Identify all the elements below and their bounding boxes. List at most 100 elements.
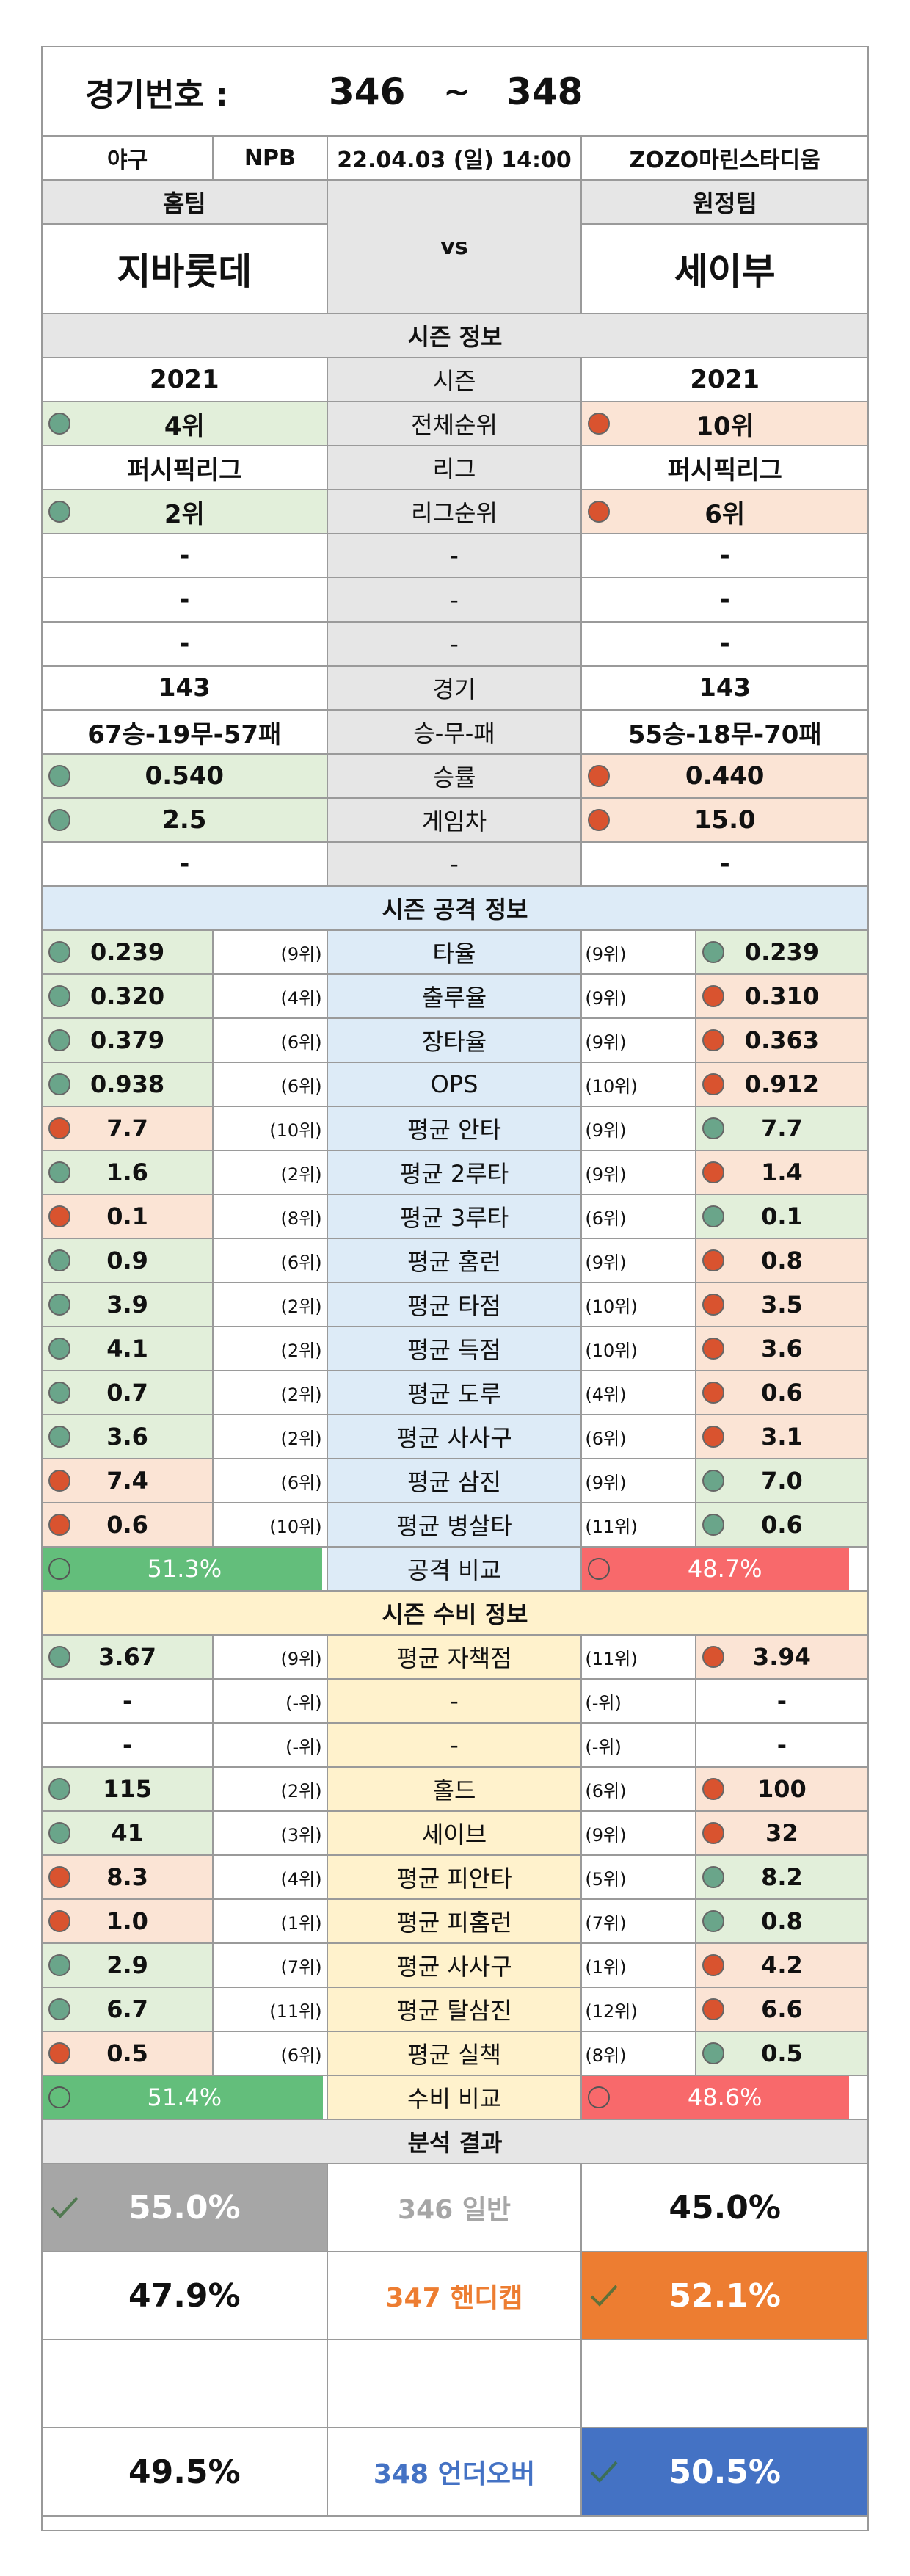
home-value: 0.379 [43,1019,214,1062]
away-value: 15.0 [582,799,867,841]
away-value-text: - [719,585,730,614]
away-rank: (6위) [582,1415,696,1458]
away-value-text: 1.4 [761,1158,803,1186]
stat-label: 평균 병살타 [327,1503,583,1546]
analysis-sheet: 경기번호 : 346 ~ 348 야구 NPB 22.04.03 (일) 14:… [41,46,869,2531]
away-value: 0.440 [582,755,867,797]
home-rank: (9위) [214,931,328,973]
away-rank: (6위) [582,1195,696,1238]
advantage-dot-icon [48,1954,70,1976]
home-rank: (10위) [214,1107,328,1150]
home-value-text: 2.5 [162,805,207,835]
away-compare-bar [582,1548,850,1590]
away-value-text: 퍼시픽리그 [667,455,782,485]
season-row: 143 경기 143 [43,667,867,711]
away-rank: (5위) [582,1856,696,1898]
away-rank: (10위) [582,1283,696,1326]
disadvantage-dot-icon [702,1161,724,1183]
stat-label: - [327,843,583,885]
defense-row: 1.0 (1위) 평균 피홈런 (7위) 0.8 [43,1900,867,1944]
home-value: 0.6 [43,1503,214,1546]
home-rank: (2위) [214,1768,328,1810]
away-value-text: - [719,629,730,658]
advantage-dot-icon [48,413,70,435]
away-value: - [582,578,867,621]
away-value-text: 6.6 [761,1995,803,2023]
away-rank: (6위) [582,1768,696,1810]
section-title: 분석 결과 [407,2129,503,2157]
attack-row: 3.9 (2위) 평균 타점 (10위) 3.5 [43,1283,867,1327]
home-rank: (2위) [214,1415,328,1458]
home-value: 2위 [43,490,328,533]
away-value: 3.5 [696,1283,867,1326]
away-compare-pct: 48.7% [687,1555,762,1583]
away-probability: 45.0% [582,2164,867,2251]
stat-label: - [327,1724,583,1766]
attack-row: 7.4 (6위) 평균 삼진 (9위) 7.0 [43,1459,867,1503]
home-value: 0.540 [43,755,328,797]
away-value: 3.94 [696,1636,867,1678]
home-rank: (-위) [214,1724,328,1766]
stat-label: 세이브 [327,1812,583,1854]
away-rank: (9위) [582,1459,696,1502]
away-team-name: 세이부 [674,250,776,293]
stat-label: 출루율 [327,975,583,1017]
home-value: - [43,623,328,665]
compare-label: 공격 비교 [327,1548,583,1590]
away-rank: (11위) [582,1503,696,1546]
away-probability: 50.5% [582,2428,867,2515]
home-value-text: 0.5 [106,2039,148,2067]
disadvantage-dot-icon [702,1382,724,1404]
away-rank: (10위) [582,1327,696,1370]
home-value: 3.67 [43,1636,214,1678]
away-rank: (9위) [582,1239,696,1282]
home-probability: 47.9% [43,2252,328,2339]
home-value-text: 41 [111,1819,144,1847]
home-value-text: 0.239 [90,938,165,966]
home-value: 0.5 [43,2032,214,2075]
disadvantage-dot-icon [702,1294,724,1316]
analysis-general-row: 55.0% 346 일반 45.0% [43,2164,867,2252]
advantage-dot-icon [702,1117,724,1139]
attack-row: 0.1 (8위) 평균 3루타 (6위) 0.1 [43,1195,867,1239]
bet-type-label: 346 일반 [328,2164,583,2251]
stat-label: 평균 득점 [327,1327,583,1370]
away-value-text: 0.363 [744,1026,820,1054]
advantage-dot-icon [48,941,70,963]
home-value-text: 4위 [164,411,205,441]
home-value-text: 0.938 [90,1070,165,1098]
away-value: 100 [696,1768,867,1810]
away-value: 0.6 [696,1371,867,1414]
compare-label: 수비 비교 [327,2076,583,2119]
bet-type-label: 347 핸디캡 [328,2252,583,2339]
home-team-name: 지바롯데 [117,250,252,293]
season-row: 0.540 승률 0.440 [43,755,867,799]
attack-row: 0.7 (2위) 평균 도루 (4위) 0.6 [43,1371,867,1415]
away-value-text: 55승-18무-70패 [627,719,822,750]
away-rank: (1위) [582,1944,696,1987]
disadvantage-dot-icon [702,1338,724,1360]
attack-row: 0.239 (9위) 타율 (9위) 0.239 [43,931,867,975]
home-value-text: 3.6 [106,1423,148,1451]
advantage-dot-icon [48,1426,70,1448]
defense-compare-row: 51.4% 수비 비교 48.6% [43,2076,867,2120]
away-value-text: 0.440 [685,761,765,791]
attack-row: 4.1 (2위) 평균 득점 (10위) 3.6 [43,1327,867,1371]
home-value-text: 2위 [164,499,205,529]
analysis-handicap-row: 47.9% 347 핸디캡 52.1% [43,2252,867,2340]
bet-type-label: 348 언더오버 [328,2428,583,2515]
section-title: 시즌 수비 정보 [382,1600,528,1628]
advantage-dot-icon [702,2042,724,2064]
away-team-box: 원정팀 세이부 [582,181,867,313]
disadvantage-dot-icon [702,1822,724,1844]
season-row: --- [43,534,867,578]
away-value-text: 0.239 [744,938,820,966]
home-value: 0.239 [43,931,214,973]
home-value-text: - [179,585,190,614]
away-value-text: 0.8 [761,1247,803,1274]
home-value: 1.6 [43,1151,214,1194]
away-value-text: - [776,1687,787,1715]
home-value-text: 3.9 [106,1291,148,1318]
home-value: 41 [43,1812,214,1854]
season-row: 67승-19무-57패 승-무-패 55승-18무-70패 [43,711,867,755]
